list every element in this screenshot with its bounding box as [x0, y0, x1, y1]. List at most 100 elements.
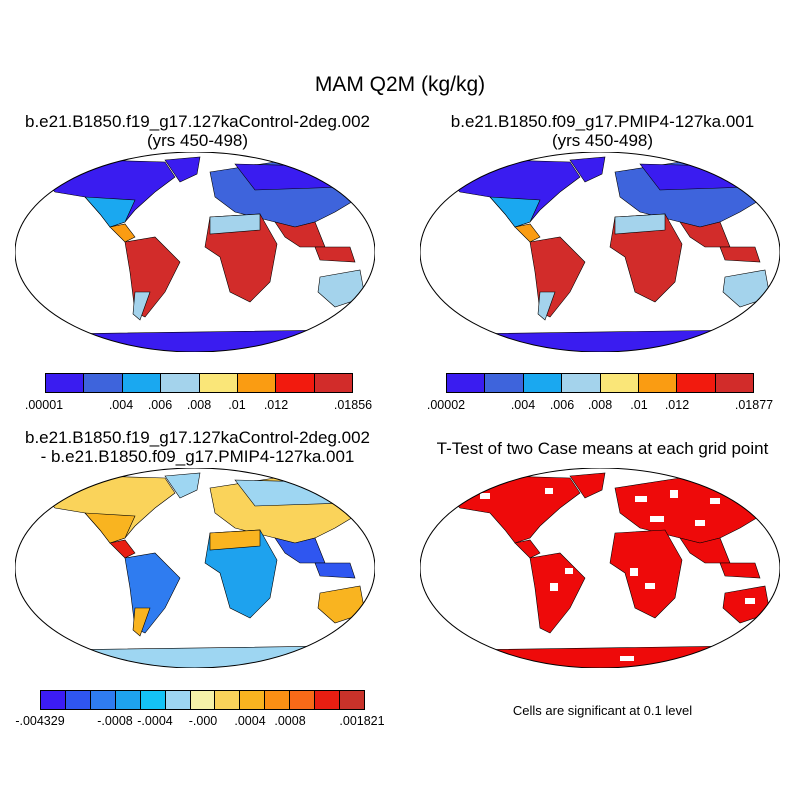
cb1-swatch-1 — [84, 374, 123, 392]
cb1-swatch-6 — [276, 374, 315, 392]
cb1-swatch-2 — [122, 374, 162, 392]
cb3-label-3: -.000 — [188, 714, 218, 728]
cb2-label-6: .01877 — [734, 398, 774, 412]
australia — [317, 269, 366, 308]
panel2-title-line1: b.e21.B1850.f09_g17.PMIP4-127ka.001 — [450, 112, 755, 131]
cb3-label-1: -.0008 — [97, 714, 133, 728]
map-panel-pmip4 — [420, 152, 780, 352]
cb3-swatch-1 — [65, 691, 91, 709]
cb1-label-5: .012 — [263, 398, 289, 412]
cb2-swatch-4 — [600, 374, 639, 392]
cb3-swatch-3 — [115, 691, 141, 709]
north-america-south — [84, 512, 136, 544]
colorbar-pmip4 — [446, 373, 754, 393]
cb3-swatch-12 — [340, 691, 364, 709]
africa-north — [614, 213, 666, 235]
cb3-label-5: .0008 — [274, 714, 306, 728]
cb3-swatch-0 — [41, 691, 66, 709]
antarctica — [34, 645, 366, 668]
central-america — [109, 223, 136, 243]
south-america-south — [132, 291, 151, 321]
cb2-swatch-1 — [485, 374, 524, 392]
central-america — [109, 539, 136, 559]
cb3-swatch-10 — [290, 691, 316, 709]
cb3-swatch-4 — [140, 691, 166, 709]
africa — [204, 529, 278, 619]
eurasia-north — [234, 163, 356, 191]
antarctica — [439, 645, 771, 668]
panel1-title-line1: b.e21.B1850.f19_g17.127kaControl-2deg.00… — [24, 112, 370, 131]
maritime-continent — [719, 562, 761, 579]
cb3-swatch-8 — [240, 691, 266, 709]
panel3-title: b.e21.B1850.f19_g17.127kaControl-2deg.00… — [0, 428, 395, 466]
cb1-swatch-5 — [237, 374, 277, 392]
africa — [609, 213, 683, 303]
map-panel-difference — [15, 468, 375, 668]
cb3-label-2: -.0004 — [137, 714, 173, 728]
cb3-swatch-6 — [190, 691, 216, 709]
greenland — [164, 472, 201, 499]
cb1-label-0: .00001 — [24, 398, 64, 412]
eurasia-north — [234, 479, 356, 507]
maritime-continent — [314, 246, 356, 263]
south-america-south — [132, 607, 151, 637]
panel4-title: T-Test of two Case means at each grid po… — [436, 439, 769, 458]
cb3-label-4: .0004 — [234, 714, 266, 728]
central-america — [514, 539, 541, 559]
cb2-swatch-6 — [677, 374, 716, 392]
cb2-swatch-3 — [562, 374, 601, 392]
greenland — [569, 472, 606, 499]
south-america-south — [537, 291, 556, 321]
cb1-swatch-0 — [46, 374, 85, 392]
cb2-swatch-7 — [715, 374, 753, 392]
africa-north — [209, 529, 261, 551]
map-panel-control — [15, 152, 375, 352]
cb2-label-3: .008 — [587, 398, 613, 412]
cb1-label-3: .008 — [186, 398, 212, 412]
north-america-south — [84, 196, 136, 228]
cb2-label-1: .004 — [510, 398, 536, 412]
cb1-label-6: .01856 — [333, 398, 373, 412]
cb3-label-0: -.004329 — [15, 714, 65, 728]
cb1-label-2: .006 — [147, 398, 173, 412]
australia — [722, 269, 771, 308]
cb3-swatch-7 — [215, 691, 241, 709]
cb2-swatch-0 — [447, 374, 486, 392]
panel1-title: b.e21.B1850.f19_g17.127kaControl-2deg.00… — [0, 112, 395, 150]
panel2-title: b.e21.B1850.f09_g17.PMIP4-127ka.001 (yrs… — [405, 112, 800, 150]
colorbar-control — [45, 373, 353, 393]
antarctica — [34, 329, 366, 352]
north-america-south — [489, 196, 541, 228]
colorbar-difference — [40, 690, 365, 710]
cb3-swatch-2 — [90, 691, 116, 709]
figure-title: MAM Q2M (kg/kg) — [314, 73, 486, 96]
cb2-label-4: .01 — [630, 398, 648, 412]
africa — [204, 213, 278, 303]
africa — [609, 529, 683, 619]
cb2-label-0: .00002 — [426, 398, 466, 412]
australia — [722, 585, 771, 624]
panel3-title-line2: - b.e21.B1850.f09_g17.PMIP4-127ka.001 — [40, 447, 355, 466]
map-panel-ttest — [420, 468, 780, 668]
cb2-swatch-5 — [638, 374, 678, 392]
maritime-continent — [719, 246, 761, 263]
central-america — [514, 223, 541, 243]
cb1-swatch-4 — [199, 374, 238, 392]
significance-note: Cells are significant at 0.1 level — [512, 703, 693, 718]
cb2-swatch-2 — [523, 374, 563, 392]
panel1-title-line2: (yrs 450-498) — [146, 131, 249, 150]
panel2-title-line2: (yrs 450-498) — [551, 131, 654, 150]
eurasia-north — [639, 163, 761, 191]
cb1-label-1: .004 — [108, 398, 134, 412]
greenland — [164, 156, 201, 183]
cb3-swatch-9 — [265, 691, 291, 709]
cb2-label-2: .006 — [549, 398, 575, 412]
cb1-label-4: .01 — [228, 398, 246, 412]
maritime-continent — [314, 562, 356, 579]
greenland — [569, 156, 606, 183]
cb3-swatch-11 — [315, 691, 341, 709]
panel3-title-line1: b.e21.B1850.f19_g17.127kaControl-2deg.00… — [24, 428, 370, 447]
cb3-label-6: .001821 — [339, 714, 385, 728]
cb1-swatch-3 — [161, 374, 200, 392]
australia — [317, 585, 366, 624]
